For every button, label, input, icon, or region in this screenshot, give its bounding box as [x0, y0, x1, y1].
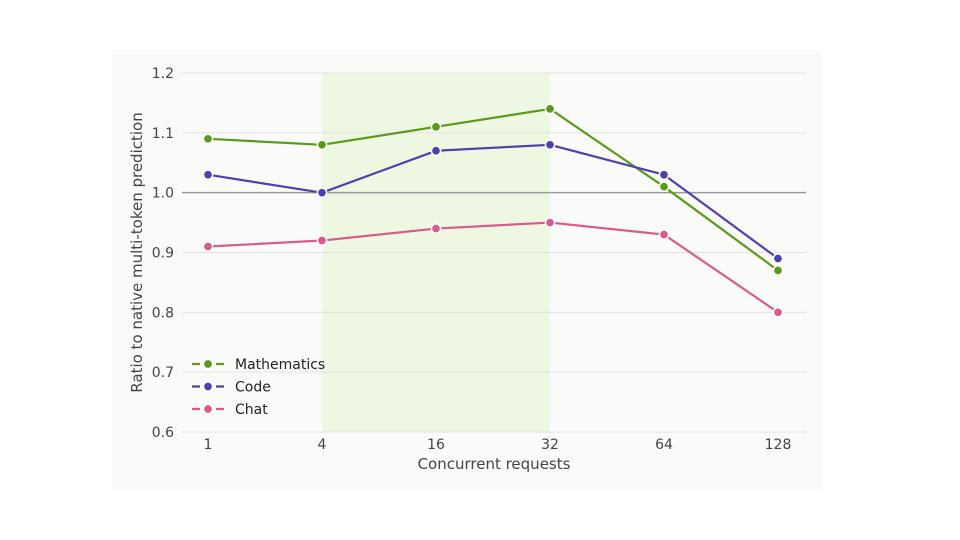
data-point-mathematics	[772, 265, 784, 276]
y-tick-label: 0.7	[152, 365, 174, 381]
x-axis-label: Concurrent requests	[418, 455, 571, 473]
y-tick-label: 0.8	[152, 305, 174, 321]
data-point-code	[202, 169, 214, 181]
data-point-chat	[544, 217, 556, 228]
data-point-code	[772, 253, 784, 264]
legend-label-code: Code	[235, 380, 271, 396]
legend-label-chat: Chat	[235, 402, 268, 418]
legend: Mathematics Code Chat	[192, 357, 325, 418]
y-tick-label: 0.6	[152, 425, 174, 441]
data-point-mathematics	[430, 121, 442, 133]
y-axis-label: Ratio to native multi-token prediction	[128, 112, 146, 392]
series-line-chat	[207, 221, 779, 314]
data-point-mathematics	[316, 139, 328, 151]
chart-figure: 0.6 0.7 0.8 0.9 1.0 1.1 1.2 1 4 16 32 64 128 Concurr…	[112, 50, 822, 490]
y-tick-label: 1.2	[152, 66, 174, 82]
legend-marker-mathematics	[202, 358, 214, 370]
data-point-code	[658, 169, 670, 181]
data-point-mathematics	[658, 181, 670, 193]
data-point-code	[430, 145, 442, 157]
legend-marker-code	[202, 381, 214, 392]
x-tick-label: 16	[427, 437, 445, 453]
data-point-chat	[316, 235, 328, 246]
data-point-code	[544, 139, 556, 151]
x-tick-label: 32	[541, 437, 559, 453]
y-tick-label: 1.0	[152, 186, 174, 202]
x-tick-label: 1	[204, 437, 213, 453]
data-point-chat	[202, 241, 214, 252]
x-tick-label: 4	[318, 437, 327, 453]
data-point-code	[316, 187, 328, 199]
series-line-mathematics	[207, 107, 779, 272]
data-point-chat	[430, 223, 442, 234]
line-chart: 0.6 0.7 0.8 0.9 1.0 1.1 1.2 1 4 16 32 64 128 Concurr…	[128, 66, 806, 473]
y-tick-label: 0.9	[152, 246, 174, 262]
data-point-mathematics	[544, 103, 556, 115]
legend-label-mathematics: Mathematics	[235, 357, 325, 373]
x-tick-label: 64	[655, 437, 673, 453]
data-point-chat	[772, 306, 784, 318]
x-tick-label: 128	[765, 437, 792, 453]
data-point-chat	[658, 229, 670, 240]
y-tick-label: 1.1	[152, 126, 174, 142]
data-point-mathematics	[202, 133, 214, 145]
legend-marker-chat	[202, 403, 214, 415]
series-line-code	[207, 143, 779, 260]
